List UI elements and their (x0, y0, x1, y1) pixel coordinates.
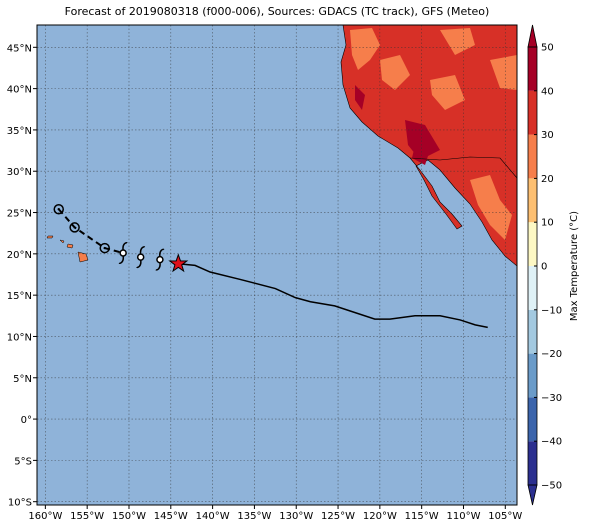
hurricane-symbol (118, 242, 128, 265)
colorbar-tick-label: −30 (541, 393, 562, 404)
colorbar-band (528, 397, 537, 442)
x-tick-label: 155°W (70, 511, 104, 522)
colorbar-tick-label: 0 (541, 262, 547, 273)
observed-position (99, 242, 110, 254)
x-tick-label: 130°W (279, 511, 313, 522)
colorbar-tick-label: −50 (541, 481, 562, 492)
colorbar-tick-label: −10 (541, 305, 562, 316)
colorbar-tick-label: −20 (541, 349, 562, 360)
y-tick-label: 20°N (7, 250, 32, 261)
x-tick-label: 160°W (28, 511, 62, 522)
map-frame (36, 24, 518, 506)
land (46, 25, 517, 267)
y-tick-label: 0° (21, 415, 32, 426)
colorbar-extend-bottom (527, 484, 538, 506)
colorbar-band (528, 90, 537, 135)
x-tick-label: 105°W (488, 511, 522, 522)
hurricane-eye (119, 249, 127, 257)
y-tick-label: 15°N (7, 291, 32, 302)
colorbar-tick-label: 30 (541, 130, 554, 141)
current-position (168, 253, 189, 273)
y-tick-label: 45°N (7, 43, 32, 54)
y-tick-label: 5°N (13, 374, 32, 385)
colorbar-tick-label: −40 (541, 437, 562, 448)
y-tick-label: 10°N (7, 332, 32, 343)
colorbar-tick-label: 10 (541, 218, 554, 229)
x-tick-label: 135°W (237, 511, 271, 522)
hurricane-symbol (155, 248, 165, 271)
observed-position (69, 222, 80, 233)
colorbar-band (528, 47, 537, 91)
colorbar-band (528, 441, 537, 485)
colorbar: −50 −40 −30 −20 −10 0 10 20 30 40 50 (527, 24, 562, 506)
past-track (57, 208, 124, 254)
forecast-track (178, 263, 488, 329)
y-tick-label: 5°S (14, 456, 32, 467)
colorbar-band (528, 309, 537, 354)
x-tick-label: 110°W (446, 511, 480, 522)
x-tick-label: 150°W (112, 511, 146, 522)
observed-position (53, 203, 64, 215)
y-tick-label: 30°N (7, 167, 32, 178)
map-title: Forecast of 2019080318 (f000-006), Sourc… (65, 5, 490, 18)
colorbar-band (528, 353, 537, 398)
observed-position-dot (73, 226, 76, 229)
colorbar-band (528, 134, 537, 179)
y-tick-label: 40°N (7, 85, 32, 96)
track (53, 203, 488, 329)
observed-position-dot (57, 208, 60, 211)
colorbar-extend-top (527, 24, 538, 48)
colorbar-band (528, 266, 537, 310)
colorbar-band (528, 178, 537, 223)
hot-patch (355, 85, 440, 165)
border (409, 156, 517, 179)
x-tick-label: 145°W (154, 511, 188, 522)
y-tick-label: 10°S (8, 498, 32, 509)
x-tick-label: 125°W (321, 511, 355, 522)
y-tick-label: 25°N (7, 209, 32, 220)
colorbar-tick-label: 20 (541, 174, 554, 185)
hurricane-eye (136, 253, 145, 261)
colorbar-label: Max Temperature (°C) (569, 211, 580, 321)
colorbar-band (528, 222, 537, 266)
colorbar-tick-label: 40 (541, 86, 554, 97)
colorbar-tick-label: 50 (541, 43, 554, 54)
grid (33, 25, 517, 509)
x-tick-label: 140°W (196, 511, 230, 522)
x-tick-label: 115°W (405, 511, 439, 522)
y-tick-label: 35°N (7, 126, 32, 137)
hurricane-symbol (136, 246, 146, 269)
hurricane-eye (156, 255, 164, 264)
x-tick-label: 120°W (363, 511, 397, 522)
warm-patch (350, 28, 517, 240)
observed-position-dot (103, 246, 106, 250)
hawaii (46, 235, 89, 263)
